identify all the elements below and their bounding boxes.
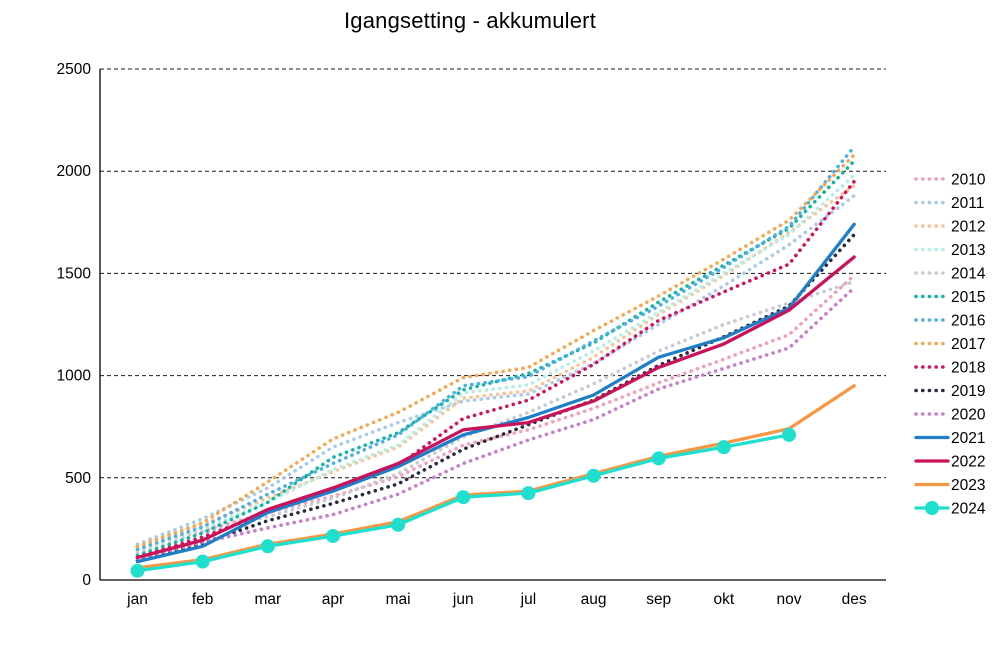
y-tick-label-2500: 2500 xyxy=(57,61,92,78)
x-tick-label-des: des xyxy=(842,591,867,608)
data-point-2024-feb xyxy=(195,554,210,569)
x-tick-label-jul: jul xyxy=(520,591,537,608)
legend-label-2021: 2021 xyxy=(951,430,985,447)
legend-label-2016: 2016 xyxy=(951,313,985,330)
series-line-2023 xyxy=(135,384,856,570)
series-line-2018 xyxy=(135,179,856,560)
data-point-2024-mai xyxy=(391,517,406,532)
x-tick-label-mar: mar xyxy=(254,591,281,608)
series-line-2012 xyxy=(135,183,856,550)
y-tick-label-1500: 1500 xyxy=(57,265,92,282)
x-tick-label-jan: jan xyxy=(126,591,148,608)
series-line-2011 xyxy=(135,193,856,546)
legend-label-2020: 2020 xyxy=(951,407,986,424)
legend-label-2022: 2022 xyxy=(951,454,985,471)
legend-marker-2024 xyxy=(925,501,939,515)
data-point-2024-okt xyxy=(716,440,731,455)
legend-label-2013: 2013 xyxy=(951,242,985,259)
legend-label-2024: 2024 xyxy=(951,501,986,518)
series-line-2016 xyxy=(135,144,856,552)
x-tick-label-aug: aug xyxy=(581,591,607,608)
series-line-2017 xyxy=(135,153,856,549)
series-line-2020 xyxy=(135,285,856,561)
x-tick-label-sep: sep xyxy=(646,591,671,608)
series-line-2013 xyxy=(135,173,856,554)
x-tick-label-mai: mai xyxy=(386,591,411,608)
data-point-2024-jul xyxy=(521,486,536,501)
series-line-2022 xyxy=(135,255,856,560)
y-tick-label-0: 0 xyxy=(82,572,91,589)
data-point-2024-aug xyxy=(586,468,601,483)
y-tick-label-500: 500 xyxy=(65,470,91,487)
data-point-2024-mar xyxy=(260,539,275,554)
data-point-2024-sep xyxy=(651,451,666,466)
legend-label-2012: 2012 xyxy=(951,219,985,236)
legend-label-2019: 2019 xyxy=(951,383,985,400)
legend-label-2014: 2014 xyxy=(951,266,986,283)
x-tick-label-jun: jun xyxy=(452,591,474,608)
y-tick-label-2000: 2000 xyxy=(57,163,92,180)
legend-label-2023: 2023 xyxy=(951,477,985,494)
data-point-2024-apr xyxy=(325,529,340,544)
x-tick-label-okt: okt xyxy=(714,591,735,608)
legend-label-2011: 2011 xyxy=(951,195,984,212)
chart-title: Igangsetting - akkumulert xyxy=(343,8,597,33)
legend-label-2015: 2015 xyxy=(951,289,985,306)
legend-label-2018: 2018 xyxy=(951,360,985,377)
data-point-2024-jan xyxy=(130,563,145,578)
x-tick-label-apr: apr xyxy=(322,591,344,608)
data-point-2024-jun xyxy=(456,490,471,505)
legend-label-2010: 2010 xyxy=(951,172,986,189)
data-point-2024-nov xyxy=(782,427,796,442)
x-tick-label-nov: nov xyxy=(777,591,802,608)
y-tick-label-1000: 1000 xyxy=(57,368,92,385)
legend-label-2017: 2017 xyxy=(951,336,985,353)
x-tick-label-feb: feb xyxy=(192,591,214,608)
